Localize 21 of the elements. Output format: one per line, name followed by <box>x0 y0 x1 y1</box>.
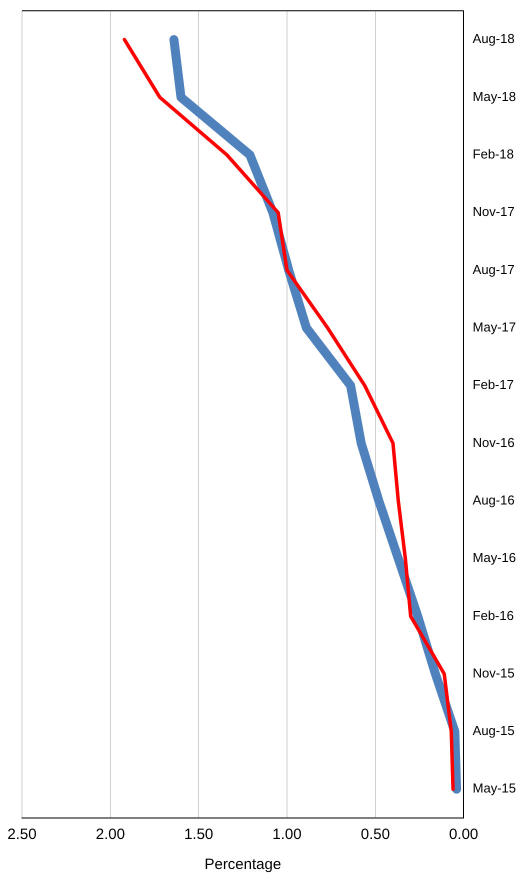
x-tick-label: 2.50 <box>7 826 37 844</box>
y-tick-label: Aug-18 <box>472 31 515 46</box>
y-tick-label: Nov-16 <box>472 434 515 450</box>
y-tick-label: May-18 <box>472 88 516 104</box>
y-tick-label: Aug-17 <box>472 262 515 277</box>
x-tick-label: 2.00 <box>96 826 125 844</box>
x-tick-label: 0.00 <box>449 826 478 844</box>
x-tick-label: 1.00 <box>272 826 302 844</box>
y-tick-label: Aug-15 <box>472 723 515 738</box>
y-tick-label: Nov-15 <box>472 665 515 680</box>
x-tick-label: 0.50 <box>360 826 390 844</box>
y-tick-label: May-16 <box>472 550 516 566</box>
y-tick-label: Feb-18 <box>472 146 514 162</box>
x-axis-title: Percentage <box>204 856 282 874</box>
y-tick-label: Feb-17 <box>472 377 514 392</box>
y-tick-label: Feb-16 <box>472 608 514 623</box>
y-tick-label: May-15 <box>472 780 516 796</box>
y-tick-label: Aug-16 <box>472 492 515 508</box>
y-tick-label: May-17 <box>472 319 516 334</box>
x-tick-label: 1.50 <box>184 826 214 844</box>
y-tick-label: Nov-17 <box>472 204 515 220</box>
